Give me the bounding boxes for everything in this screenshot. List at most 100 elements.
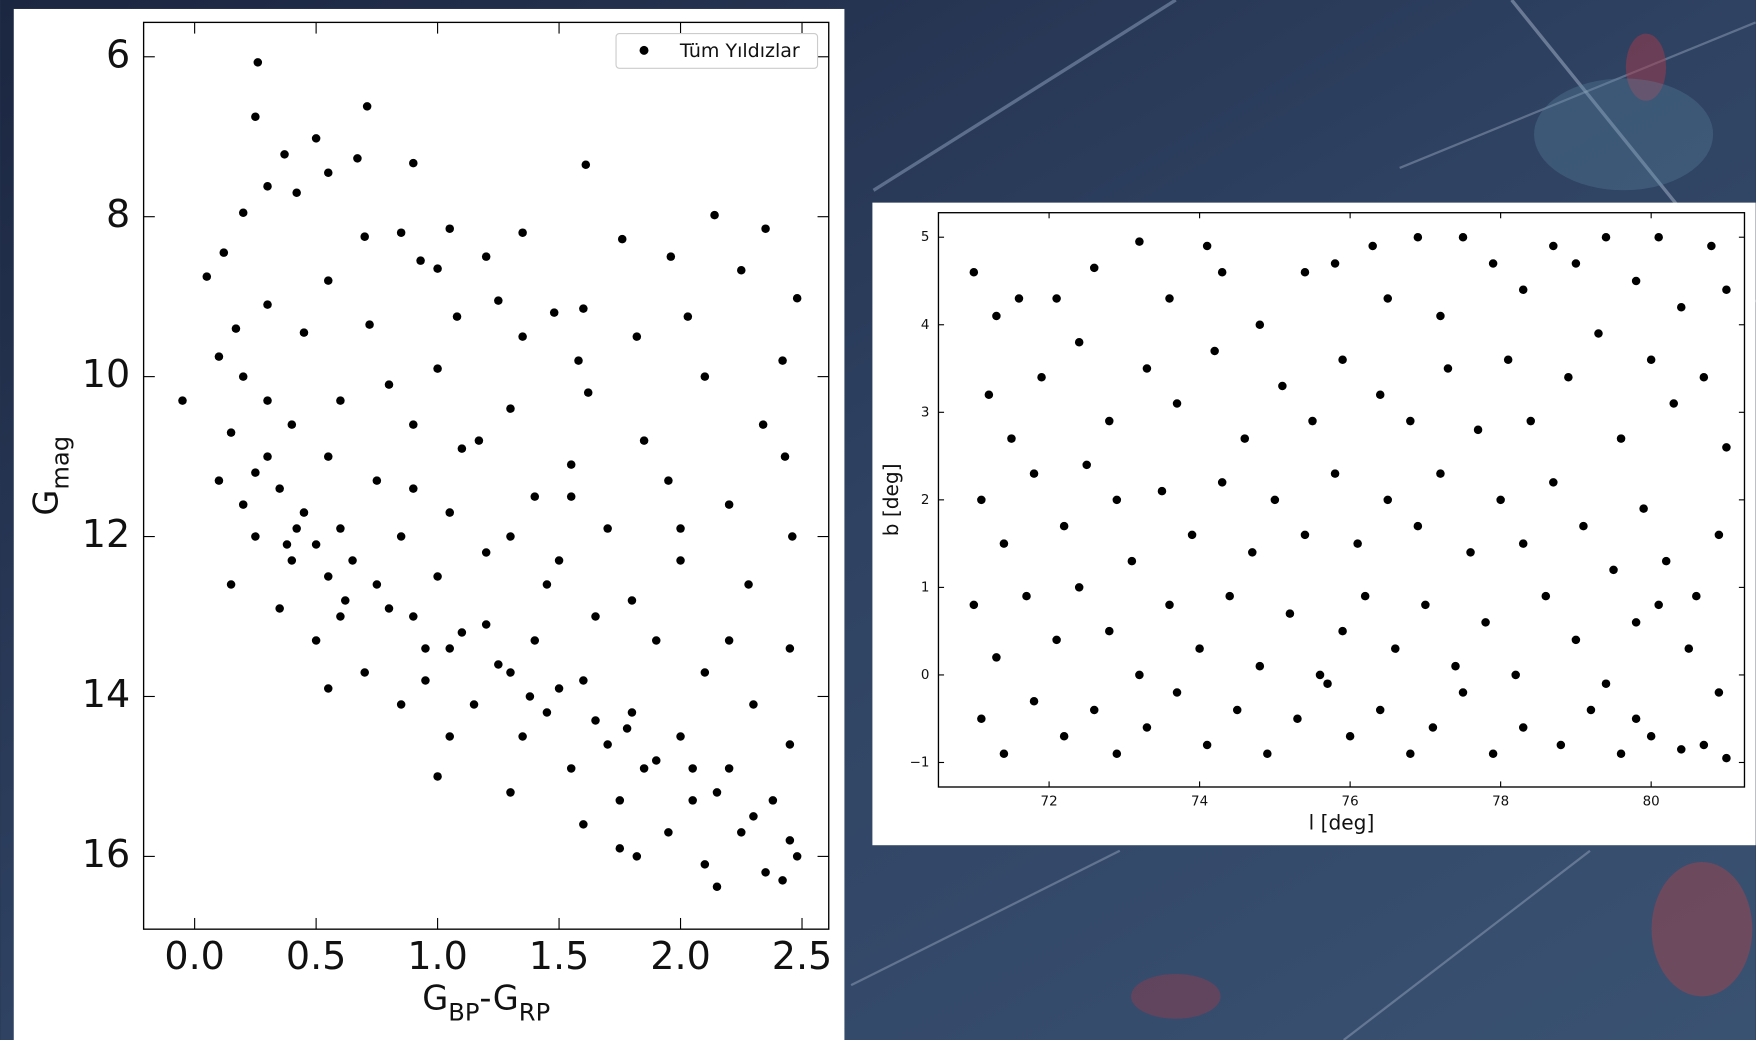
data-point (676, 556, 685, 565)
legend-box (615, 33, 819, 69)
data-point (1631, 618, 1641, 627)
data-point (1541, 591, 1551, 601)
data-point (409, 612, 418, 621)
data-point (1202, 241, 1212, 251)
data-point (1503, 355, 1513, 365)
data-point (1187, 530, 1197, 540)
data-point (615, 796, 625, 805)
data-point (365, 320, 374, 329)
data-point (1496, 495, 1505, 505)
label-subscript: RP (519, 999, 550, 1027)
data-point (1240, 434, 1250, 443)
data-point (632, 852, 642, 861)
data-point (1526, 416, 1535, 426)
data-point (1458, 688, 1468, 697)
data-point (1406, 749, 1415, 758)
data-point (433, 264, 442, 273)
data-point (615, 844, 625, 853)
y-tick-label: 2 (921, 493, 930, 508)
data-point (360, 232, 369, 241)
data-point (639, 764, 649, 773)
data-point (238, 208, 248, 217)
data-point (1330, 469, 1340, 478)
label-text: G (422, 978, 448, 1017)
plot: 72 74 76 78 80 −1 0 1 2 3 4 5 (910, 212, 1746, 810)
data-point (214, 476, 224, 485)
data-point (969, 600, 979, 610)
data-point (238, 500, 248, 509)
data-point (178, 396, 187, 405)
data-point (1594, 329, 1603, 338)
data-point (1323, 679, 1332, 688)
data-point (525, 692, 535, 701)
data-point (744, 580, 753, 589)
data-point (1300, 267, 1310, 277)
data-point (1586, 705, 1596, 715)
data-point (409, 420, 418, 429)
data-point (1518, 723, 1528, 732)
data-point (1375, 390, 1385, 400)
legend-marker (639, 45, 649, 55)
data-point (506, 532, 515, 541)
data-point (591, 612, 600, 621)
data-point (251, 468, 260, 477)
data-point (1172, 399, 1182, 408)
data-point (676, 524, 685, 533)
data-point (1353, 539, 1362, 548)
data-point (1089, 705, 1099, 715)
data-point (518, 228, 527, 237)
data-point (785, 740, 795, 749)
data-point (1308, 416, 1317, 426)
data-point (1579, 521, 1588, 531)
data-point (457, 628, 467, 637)
data-point (1466, 548, 1475, 557)
data-point (1172, 688, 1182, 697)
x-tick-label: 72 (1041, 795, 1058, 810)
label-text: -G (479, 978, 518, 1017)
data-point (688, 764, 697, 773)
data-point (579, 304, 588, 313)
data-point (622, 724, 632, 733)
data-point (360, 668, 369, 677)
data-point (1105, 626, 1114, 636)
data-point (1142, 364, 1152, 373)
y-tick-label: 14 (82, 672, 130, 716)
data-point (396, 228, 406, 237)
data-point (724, 764, 734, 773)
data-point (792, 852, 802, 861)
data-point (1616, 434, 1626, 443)
y-tick-label: 16 (82, 832, 130, 876)
data-point (530, 636, 540, 645)
x-tick-label: 78 (1492, 795, 1509, 810)
x-tick-label: 74 (1191, 795, 1208, 810)
data-point (639, 436, 649, 445)
data-point (1195, 644, 1204, 653)
data-point (1142, 723, 1152, 732)
data-point (445, 508, 454, 517)
data-point (591, 716, 600, 725)
data-point (518, 332, 527, 341)
data-point (1037, 373, 1046, 382)
data-point (324, 684, 333, 693)
data-point (1601, 679, 1611, 688)
data-point (778, 876, 787, 885)
data-point (1714, 688, 1724, 697)
y-tick-label: −1 (910, 755, 930, 770)
data-point (1646, 355, 1656, 365)
data-point (549, 308, 559, 317)
data-point (494, 660, 503, 669)
data-point (1255, 320, 1265, 330)
data-point (494, 296, 503, 305)
y-tick-label: 4 (921, 318, 930, 333)
data-point (574, 356, 583, 365)
data-point (481, 548, 491, 557)
data-point (324, 452, 333, 461)
data-point (737, 828, 746, 837)
data-point (554, 684, 564, 693)
data-point (700, 668, 710, 677)
data-point (627, 596, 637, 605)
data-point (1135, 237, 1144, 246)
data-point (1217, 478, 1227, 487)
